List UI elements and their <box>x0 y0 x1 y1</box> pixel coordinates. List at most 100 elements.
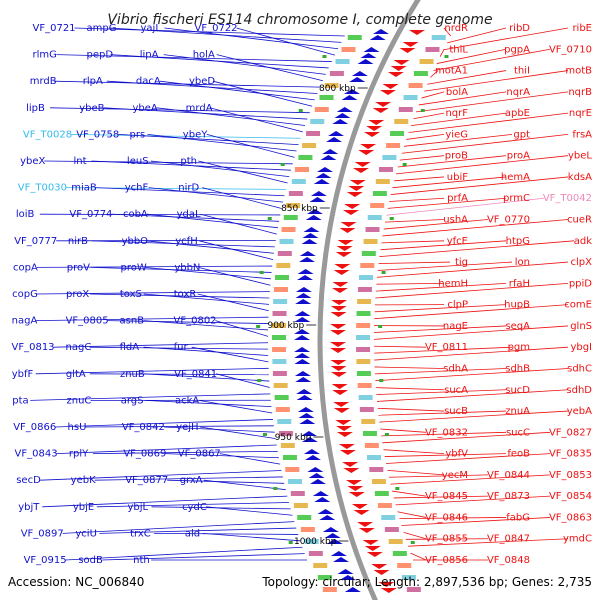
left-gene-label: rlpA <box>83 76 103 87</box>
plus-strand-gene <box>348 492 365 497</box>
right-leader-line <box>399 155 445 161</box>
plus-strand-gene <box>338 444 355 449</box>
minus-category-block <box>278 431 293 436</box>
right-gene-label: ybfV <box>445 449 468 460</box>
left-gene-label: fldA <box>120 342 140 353</box>
right-leader-line <box>383 219 489 230</box>
right-gene-label: motA1 <box>435 66 468 77</box>
right-gene-label: comE <box>564 300 592 311</box>
left-leader-line <box>216 373 270 388</box>
right-leader-line <box>374 304 569 320</box>
left-leader-line <box>156 107 306 126</box>
plus-strand-gene <box>333 408 350 413</box>
right-gene-label: sdhC <box>567 363 592 374</box>
left-leader-line <box>212 80 313 107</box>
minus-strand-gene <box>294 329 311 334</box>
left-leader-line <box>219 453 281 465</box>
minus-category-block <box>283 215 298 220</box>
right-gene-label: sucD <box>505 385 530 396</box>
plus-strand-gene <box>366 552 383 557</box>
minus-strand-gene <box>357 59 374 64</box>
minus-strand-gene <box>305 215 322 220</box>
minus-strand-gene <box>351 71 368 76</box>
map-title: Vibrio fischeri ES114 chromosome I, comp… <box>107 12 492 28</box>
left-gene-label: cobA <box>123 209 148 220</box>
left-gene-label: VF_0813 <box>12 342 55 353</box>
left-gene-label: nth <box>133 555 150 566</box>
plus-category-block <box>365 227 380 232</box>
tick-label: 850 kbp <box>281 204 318 214</box>
plus-strand-gene <box>352 168 369 173</box>
right-leader-line <box>377 407 445 412</box>
left-leader-line <box>163 54 326 75</box>
minus-strand-gene <box>339 575 356 580</box>
left-leader-line <box>39 213 281 216</box>
minus-category-block <box>304 539 319 544</box>
plus-category-block <box>403 95 418 100</box>
left-gene-label: proX <box>66 289 89 300</box>
plus-strand-gene <box>336 432 353 437</box>
plus-category-block <box>356 323 371 328</box>
minus-strand-gene <box>300 431 317 436</box>
left-gene-label: nirB <box>68 236 88 247</box>
minus-strand-gene <box>316 167 333 172</box>
right-leader-line <box>386 197 545 216</box>
minus-strand-gene <box>295 293 312 298</box>
left-gene-label: sodB <box>78 555 103 566</box>
minus-category-block <box>310 119 325 124</box>
right-gene-label: yfcE <box>447 236 468 247</box>
left-leader-line <box>197 293 269 312</box>
plus-category-block <box>370 203 385 208</box>
right-leader-line <box>443 27 569 51</box>
right-leader-line <box>413 112 445 120</box>
minus-category-block <box>276 263 291 268</box>
plus-strand-gene <box>336 426 353 431</box>
right-gene-label: VF_0844 <box>487 470 530 481</box>
plus-category-block <box>419 59 434 64</box>
right-gene-label: nqrF <box>445 108 468 119</box>
left-leader-line <box>151 506 291 510</box>
left-gene-label: copA <box>13 262 38 273</box>
minus-strand-gene <box>360 53 377 58</box>
left-leader-line <box>96 502 289 508</box>
left-gene-label: VF_0897 <box>21 528 64 539</box>
left-leader-line <box>209 107 303 133</box>
minus-strand-gene <box>324 533 341 538</box>
plus-strand-gene <box>335 252 352 257</box>
left-gene-label: lipB <box>26 103 45 114</box>
left-gene-label: VF_0843 <box>15 449 58 460</box>
minus-category-block <box>302 143 317 148</box>
right-leader-line <box>390 474 551 485</box>
minus-category-block <box>275 407 290 412</box>
minus-strand-gene <box>294 353 311 358</box>
minus-strand-gene <box>296 395 313 400</box>
left-leader-line <box>91 240 275 248</box>
plus-strand-gene <box>335 420 352 425</box>
minus-strand-gene <box>322 527 339 532</box>
plus-strand-gene <box>339 450 356 455</box>
tick-label: 900 kbp <box>267 321 304 331</box>
minus-category-block <box>288 191 303 196</box>
left-gene-label: ybjT <box>18 502 40 513</box>
minus-strand-gene <box>306 209 323 214</box>
minus-strand-gene <box>303 449 320 454</box>
plus-category-block <box>357 299 372 304</box>
minus-category-block <box>274 395 289 400</box>
right-leader-line <box>418 91 507 106</box>
left-leader-line <box>203 479 286 491</box>
minus-strand-gene <box>310 191 327 196</box>
minus-strand-gene <box>315 173 332 178</box>
left-gene-label: ackA <box>175 395 199 406</box>
plus-strand-gene <box>336 246 353 251</box>
minus-strand-gene <box>333 557 350 562</box>
left-leader-line <box>118 134 299 146</box>
plus-category-block <box>425 47 440 52</box>
plus-category-block <box>381 515 396 520</box>
kbp-ticks: 800 kbp 850 kbp 900 kbp 950 kbp 1000 kbp <box>267 84 368 547</box>
left-leader-line <box>44 160 293 165</box>
left-leader-line <box>148 187 284 203</box>
left-leader-line <box>198 267 271 286</box>
left-gene-label: ychF <box>125 183 149 194</box>
left-gene-label: VF_0777 <box>14 236 57 247</box>
minus-category-block <box>286 203 301 208</box>
